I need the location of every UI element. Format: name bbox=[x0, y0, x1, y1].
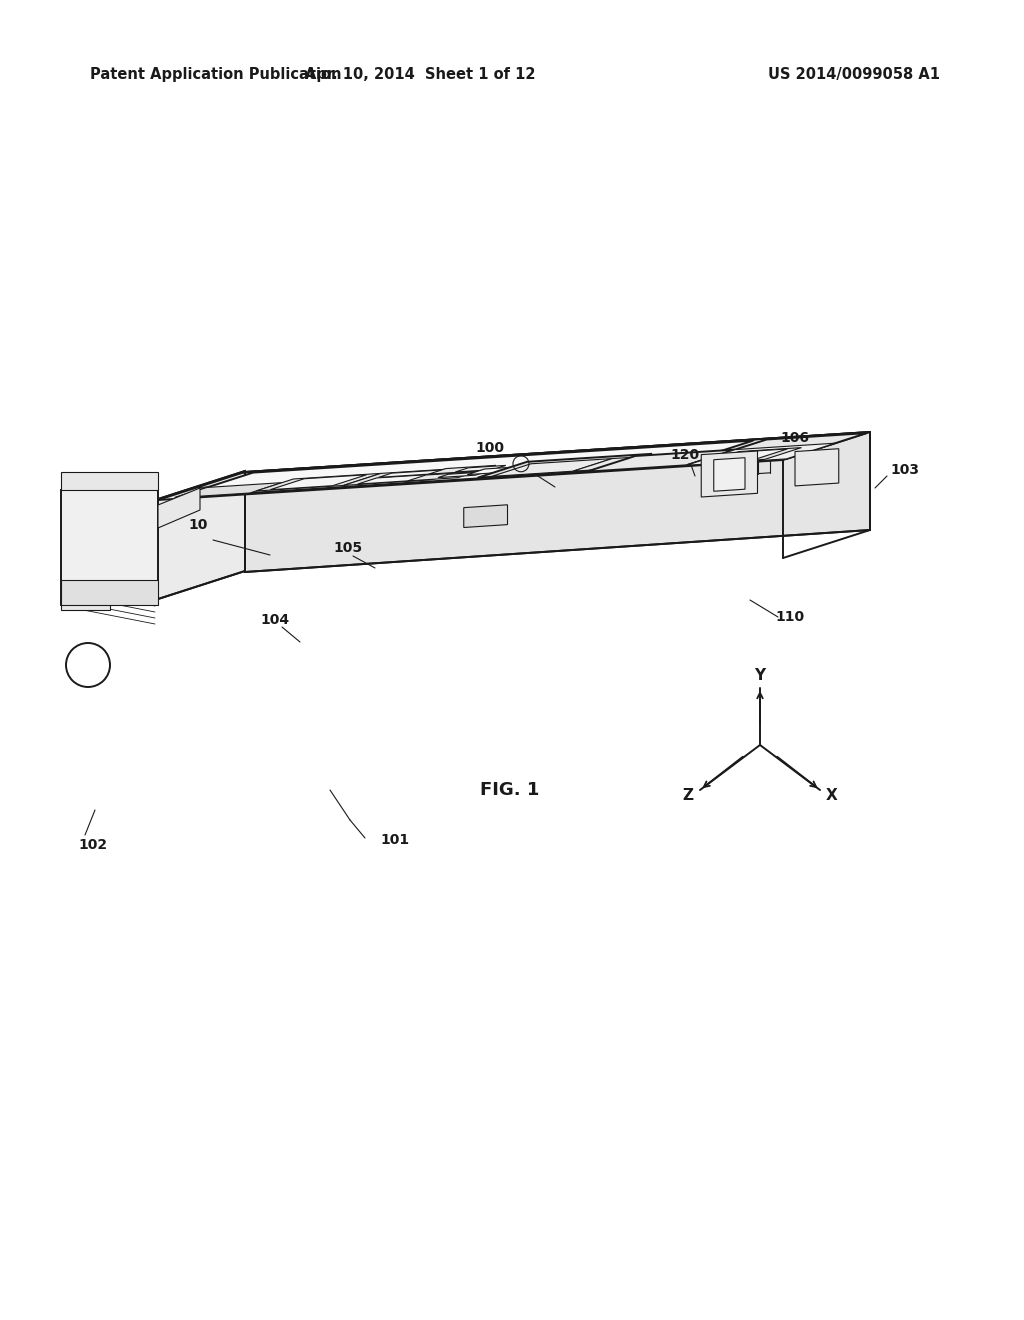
Text: 100: 100 bbox=[475, 441, 505, 455]
Polygon shape bbox=[155, 471, 245, 601]
Text: 103: 103 bbox=[890, 463, 919, 477]
Text: Patent Application Publication: Patent Application Publication bbox=[90, 67, 341, 82]
Polygon shape bbox=[158, 432, 870, 500]
Text: 105: 105 bbox=[334, 541, 362, 554]
Polygon shape bbox=[379, 469, 454, 478]
Polygon shape bbox=[61, 601, 110, 610]
Polygon shape bbox=[175, 483, 282, 498]
Text: 102: 102 bbox=[78, 838, 108, 851]
Text: X: X bbox=[826, 788, 838, 803]
Polygon shape bbox=[714, 458, 745, 491]
Polygon shape bbox=[795, 449, 839, 486]
Polygon shape bbox=[175, 441, 753, 498]
Polygon shape bbox=[477, 454, 652, 478]
Text: 120: 120 bbox=[671, 447, 699, 462]
Text: US 2014/0099058 A1: US 2014/0099058 A1 bbox=[768, 67, 940, 82]
Text: 10: 10 bbox=[188, 517, 208, 532]
Text: 101: 101 bbox=[380, 833, 410, 847]
Polygon shape bbox=[587, 450, 735, 471]
Polygon shape bbox=[467, 467, 510, 475]
Polygon shape bbox=[573, 457, 637, 471]
Polygon shape bbox=[686, 433, 866, 465]
Polygon shape bbox=[343, 467, 468, 486]
Polygon shape bbox=[717, 449, 787, 462]
Polygon shape bbox=[701, 451, 758, 498]
Polygon shape bbox=[270, 475, 367, 490]
Text: Apr. 10, 2014  Sheet 1 of 12: Apr. 10, 2014 Sheet 1 of 12 bbox=[305, 67, 536, 82]
Polygon shape bbox=[245, 432, 870, 572]
Polygon shape bbox=[61, 579, 158, 605]
Polygon shape bbox=[492, 458, 612, 477]
Polygon shape bbox=[256, 474, 381, 491]
Polygon shape bbox=[61, 473, 158, 490]
Polygon shape bbox=[408, 471, 476, 480]
Polygon shape bbox=[686, 444, 836, 465]
Polygon shape bbox=[429, 466, 496, 474]
Text: 106: 106 bbox=[780, 432, 810, 445]
Text: 110: 110 bbox=[775, 610, 805, 624]
Text: 104: 104 bbox=[260, 612, 290, 627]
Text: FIG. 1: FIG. 1 bbox=[480, 781, 540, 799]
Text: Y: Y bbox=[755, 668, 766, 684]
Polygon shape bbox=[158, 488, 200, 528]
Polygon shape bbox=[438, 471, 485, 478]
Polygon shape bbox=[357, 474, 439, 484]
Text: Z: Z bbox=[683, 788, 693, 803]
Polygon shape bbox=[456, 466, 506, 473]
Polygon shape bbox=[464, 504, 508, 528]
Polygon shape bbox=[702, 447, 802, 463]
Polygon shape bbox=[61, 490, 158, 605]
